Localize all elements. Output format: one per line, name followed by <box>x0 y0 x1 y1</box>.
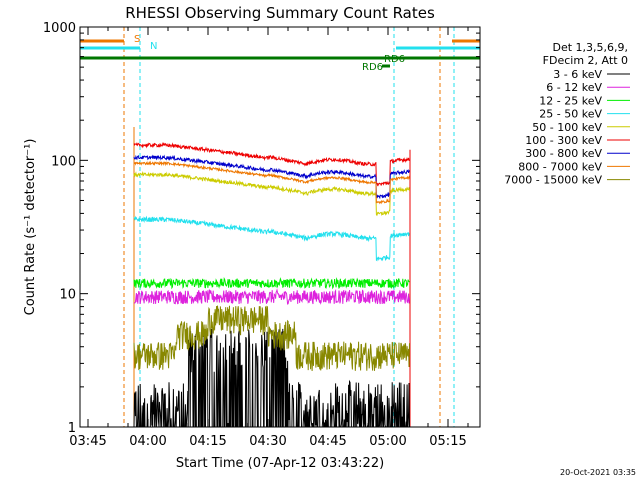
x-tick-label: 04:45 <box>309 434 346 449</box>
legend-label: 3 - 6 keV <box>553 68 602 81</box>
flag-label: RD6 <box>384 54 405 65</box>
legend-label: 12 - 25 keV <box>539 94 602 107</box>
series-line <box>133 160 410 205</box>
series-line <box>133 215 410 262</box>
x-tick-label: 04:00 <box>129 434 166 449</box>
flag-label: N <box>150 41 157 52</box>
plot-frame <box>79 26 481 428</box>
x-tick-label: 05:00 <box>369 434 406 449</box>
legend-label: 7000 - 15000 keV <box>504 174 602 187</box>
x-axis: 03:45 04:00 04:15 04:30 04:45 05:00 05:15 <box>69 27 469 449</box>
legend-label: 100 - 300 keV <box>525 134 602 147</box>
x-tick-label: 03:45 <box>69 434 106 449</box>
flag-label: RD6 <box>362 62 383 73</box>
series-line <box>133 305 410 372</box>
series-line <box>133 288 410 305</box>
series-line <box>133 154 410 200</box>
y-tick-label: 1 <box>68 421 76 436</box>
chart-title: RHESSI Observing Summary Count Rates <box>125 4 435 22</box>
y-axis: 1 10 100 1000 <box>43 21 480 436</box>
x-tick-label: 04:15 <box>189 434 226 449</box>
x-tick-label: 05:15 <box>429 434 466 449</box>
x-axis-label: Start Time (07-Apr-12 03:43:22) <box>176 456 384 471</box>
y-tick-label: 100 <box>51 154 76 169</box>
legend-label: 300 - 800 keV <box>525 147 602 160</box>
x-tick-label: 04:30 <box>249 434 286 449</box>
y-tick-label: 1000 <box>43 21 76 36</box>
legend-label: 6 - 12 keV <box>546 81 602 94</box>
legend: Det 1,3,5,6,9,FDecim 2, Att 03 - 6 keV6 … <box>504 41 630 187</box>
legend-header: FDecim 2, Att 0 <box>543 54 628 67</box>
flag-label: S <box>134 34 140 45</box>
legend-header: Det 1,3,5,6,9, <box>552 41 628 54</box>
y-tick-label: 10 <box>59 288 76 303</box>
series-line <box>133 277 410 290</box>
y-axis-label: Count Rate (s⁻¹ detector⁻¹) <box>23 139 38 316</box>
footer-date: 20-Oct-2021 03:35 <box>560 468 636 477</box>
legend-label: 25 - 50 keV <box>539 108 602 121</box>
legend-label: 800 - 7000 keV <box>518 160 602 173</box>
legend-label: 50 - 100 keV <box>532 121 602 134</box>
series-line <box>133 171 410 217</box>
series-line <box>133 142 410 187</box>
series-line <box>133 328 410 428</box>
